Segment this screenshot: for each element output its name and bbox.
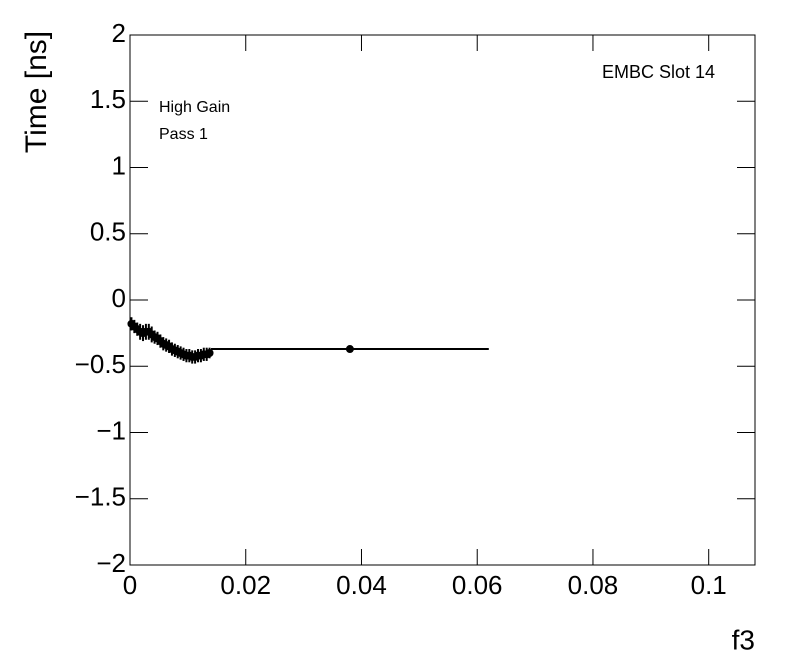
y-tick-label: 0.5	[90, 217, 126, 247]
y-axis-label: Time [ns]	[20, 31, 53, 153]
x-tick-label: 0	[123, 570, 137, 600]
y-tick-label: −0.5	[75, 349, 126, 379]
x-axis-label: f3	[732, 624, 755, 655]
annotation: Pass 1	[159, 126, 208, 143]
x-tick-label: 0.04	[336, 570, 387, 600]
x-tick-label: 0.08	[568, 570, 619, 600]
annotation: High Gain	[159, 99, 230, 116]
annotation: EMBC Slot 14	[602, 62, 715, 82]
marker	[345, 345, 354, 354]
x-tick-label: 0.06	[452, 570, 503, 600]
y-tick-label: 1	[112, 150, 126, 180]
y-tick-label: 1.5	[90, 84, 126, 114]
y-tick-label: −1	[96, 415, 126, 445]
x-tick-label: 0.1	[691, 570, 727, 600]
marker	[205, 349, 214, 357]
x-tick-label: 0.02	[220, 570, 271, 600]
y-tick-label: 0	[112, 283, 126, 313]
y-tick-label: 2	[112, 18, 126, 48]
y-tick-label: −2	[96, 548, 126, 578]
y-tick-label: −1.5	[75, 482, 126, 512]
